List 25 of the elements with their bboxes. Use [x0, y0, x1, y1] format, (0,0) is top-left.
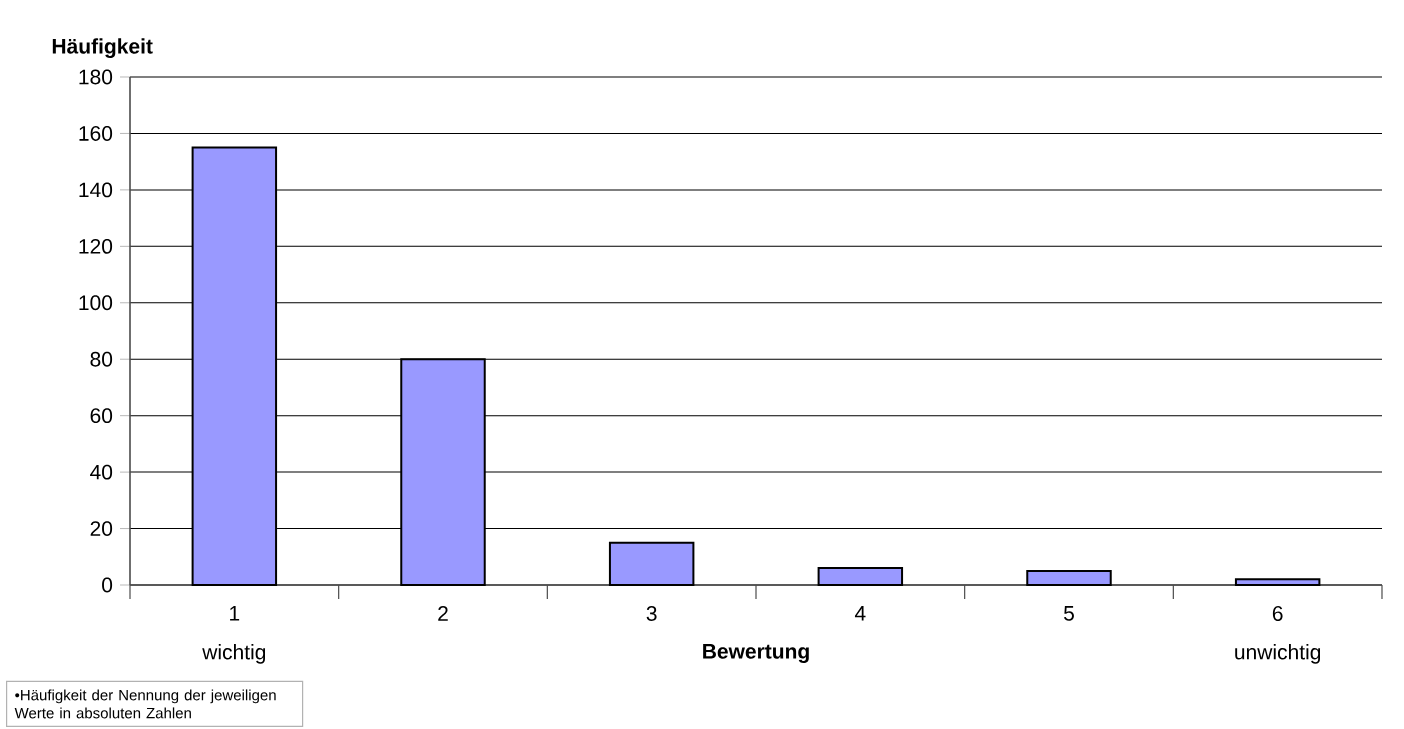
- y-tick-label: 60: [90, 408, 113, 424]
- bar: [817, 567, 904, 586]
- y-tick-label: 40: [90, 464, 113, 480]
- x-axis-title: Bewertung: [703, 644, 809, 663]
- x-tick-label: 4: [854, 606, 866, 621]
- y-tick-label: 80: [90, 351, 113, 367]
- bar: [1026, 569, 1112, 586]
- y-tick-label: 20: [90, 521, 113, 536]
- y-tick-label: 100: [79, 295, 113, 311]
- y-tick-label: 0: [102, 577, 113, 593]
- y-tick-label: 160: [79, 126, 113, 141]
- x-tick-label: 3: [646, 606, 657, 621]
- text: wichtig: [202, 644, 266, 664]
- x-tick-label: 1: [230, 606, 240, 621]
- x-tick-label: 5: [1064, 606, 1074, 621]
- x-tick-label: 2: [438, 606, 448, 621]
- x-tick-label: 6: [1272, 606, 1283, 621]
- y-tick-label: 140: [79, 182, 113, 198]
- y-tick-label: 120: [79, 238, 113, 254]
- bar: [1234, 578, 1321, 586]
- y-tick-label: 180: [79, 69, 113, 85]
- text: •Häufigkeit der Nennung der jeweiligen Werte in absoluten Zahlen: [14, 689, 276, 719]
- text: unwichtig: [1235, 644, 1321, 664]
- y-axis-title: Häufigkeit: [52, 38, 153, 58]
- bar: [608, 541, 695, 586]
